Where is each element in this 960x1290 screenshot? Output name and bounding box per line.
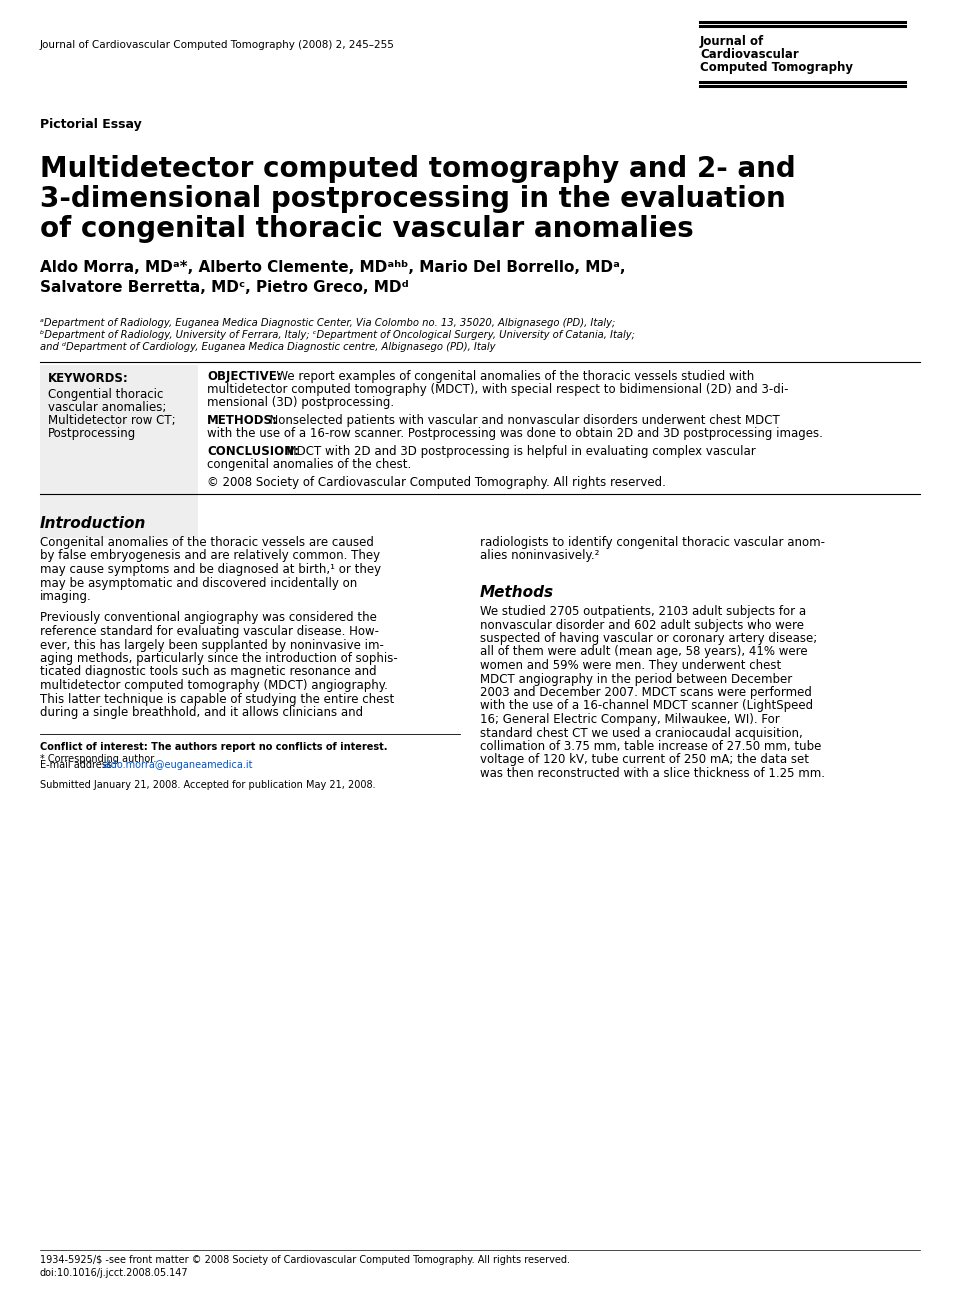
Text: Nonselected patients with vascular and nonvascular disorders underwent chest MDC: Nonselected patients with vascular and n… [262, 414, 780, 427]
Text: METHODS:: METHODS: [207, 414, 277, 427]
Text: voltage of 120 kV, tube current of 250 mA; the data set: voltage of 120 kV, tube current of 250 m… [480, 753, 809, 766]
Text: * Corresponding author.: * Corresponding author. [40, 755, 156, 765]
Text: Submitted January 21, 2008. Accepted for publication May 21, 2008.: Submitted January 21, 2008. Accepted for… [40, 780, 375, 791]
Text: © 2008 Society of Cardiovascular Computed Tomography. All rights reserved.: © 2008 Society of Cardiovascular Compute… [207, 476, 666, 489]
Text: mensional (3D) postprocessing.: mensional (3D) postprocessing. [207, 396, 395, 409]
Text: ticated diagnostic tools such as magnetic resonance and: ticated diagnostic tools such as magneti… [40, 666, 376, 679]
Text: multidetector computed tomography (MDCT), with special respect to bidimensional : multidetector computed tomography (MDCT)… [207, 383, 788, 396]
Text: Introduction: Introduction [40, 516, 146, 531]
Text: KEYWORDS:: KEYWORDS: [48, 372, 129, 384]
Text: Journal of Cardiovascular Computed Tomography (2008) 2, 245–255: Journal of Cardiovascular Computed Tomog… [40, 40, 395, 50]
Text: 1934-5925/$ -see front matter © 2008 Society of Cardiovascular Computed Tomograp: 1934-5925/$ -see front matter © 2008 Soc… [40, 1255, 570, 1265]
Text: MDCT with 2D and 3D postprocessing is helpful in evaluating complex vascular: MDCT with 2D and 3D postprocessing is he… [279, 445, 756, 458]
Text: with the use of a 16-channel MDCT scanner (LightSpeed: with the use of a 16-channel MDCT scanne… [480, 699, 813, 712]
Text: Congenital anomalies of the thoracic vessels are caused: Congenital anomalies of the thoracic ves… [40, 537, 373, 550]
Text: radiologists to identify congenital thoracic vascular anom-: radiologists to identify congenital thor… [480, 537, 825, 550]
Text: Multidetector computed tomography and 2- and: Multidetector computed tomography and 2-… [40, 155, 796, 183]
Text: by false embryogenesis and are relatively common. They: by false embryogenesis and are relativel… [40, 550, 380, 562]
Text: Aldo Morra, MDᵃ*, Alberto Clemente, MDᵃʰᵇ, Mario Del Borrello, MDᵃ,: Aldo Morra, MDᵃ*, Alberto Clemente, MDᵃʰ… [40, 261, 626, 275]
Text: ᵃDepartment of Radiology, Euganea Medica Diagnostic Center, Via Colombo no. 13, : ᵃDepartment of Radiology, Euganea Medica… [40, 319, 615, 328]
Text: standard chest CT we used a craniocaudal acquisition,: standard chest CT we used a craniocaudal… [480, 726, 803, 739]
Text: We studied 2705 outpatients, 2103 adult subjects for a: We studied 2705 outpatients, 2103 adult … [480, 605, 806, 618]
Text: Methods: Methods [480, 584, 554, 600]
Text: collimation of 3.75 mm, table increase of 27.50 mm, tube: collimation of 3.75 mm, table increase o… [480, 740, 822, 753]
Text: was then reconstructed with a slice thickness of 1.25 mm.: was then reconstructed with a slice thic… [480, 768, 825, 780]
Text: 3-dimensional postprocessing in the evaluation: 3-dimensional postprocessing in the eval… [40, 184, 785, 213]
Bar [40, 365, 198, 538]
Text: during a single breathhold, and it allows clinicians and: during a single breathhold, and it allow… [40, 706, 363, 719]
Text: Postprocessing: Postprocessing [48, 427, 136, 440]
Text: of congenital thoracic vascular anomalies: of congenital thoracic vascular anomalie… [40, 215, 694, 243]
Text: and ᵈDepartment of Cardiology, Euganea Medica Diagnostic centre, Albignasego (PD: and ᵈDepartment of Cardiology, Euganea M… [40, 342, 495, 352]
Text: all of them were adult (mean age, 58 years), 41% were: all of them were adult (mean age, 58 yea… [480, 645, 807, 658]
Text: imaging.: imaging. [40, 590, 92, 602]
Text: This latter technique is capable of studying the entire chest: This latter technique is capable of stud… [40, 693, 395, 706]
Text: congenital anomalies of the chest.: congenital anomalies of the chest. [207, 458, 411, 471]
Text: women and 59% were men. They underwent chest: women and 59% were men. They underwent c… [480, 659, 781, 672]
Text: vascular anomalies;: vascular anomalies; [48, 401, 166, 414]
Text: MDCT angiography in the period between December: MDCT angiography in the period between D… [480, 672, 792, 685]
Text: reference standard for evaluating vascular disease. How-: reference standard for evaluating vascul… [40, 624, 379, 639]
Text: may be asymptomatic and discovered incidentally on: may be asymptomatic and discovered incid… [40, 577, 357, 590]
Text: 2003 and December 2007. MDCT scans were performed: 2003 and December 2007. MDCT scans were … [480, 686, 812, 699]
Text: Computed Tomography: Computed Tomography [700, 61, 853, 74]
Text: may cause symptoms and be diagnosed at birth,¹ or they: may cause symptoms and be diagnosed at b… [40, 562, 381, 577]
Text: Salvatore Berretta, MDᶜ, Pietro Greco, MDᵈ: Salvatore Berretta, MDᶜ, Pietro Greco, M… [40, 280, 409, 295]
Text: CONCLUSION:: CONCLUSION: [207, 445, 299, 458]
Text: ᵇDepartment of Radiology, University of Ferrara, Italy; ᶜDepartment of Oncologic: ᵇDepartment of Radiology, University of … [40, 330, 635, 341]
Text: Multidetector row CT;: Multidetector row CT; [48, 414, 176, 427]
Text: Journal of: Journal of [700, 35, 764, 48]
Text: suspected of having vascular or coronary artery disease;: suspected of having vascular or coronary… [480, 632, 817, 645]
Text: We report examples of congenital anomalies of the thoracic vessels studied with: We report examples of congenital anomali… [269, 370, 755, 383]
Text: Congential thoracic: Congential thoracic [48, 388, 163, 401]
Text: 16; General Electric Company, Milwaukee, WI). For: 16; General Electric Company, Milwaukee,… [480, 713, 780, 726]
Text: nonvascular disorder and 602 adult subjects who were: nonvascular disorder and 602 adult subje… [480, 618, 804, 632]
Text: doi:10.1016/j.jcct.2008.05.147: doi:10.1016/j.jcct.2008.05.147 [40, 1268, 188, 1278]
Text: multidetector computed tomography (MDCT) angiography.: multidetector computed tomography (MDCT)… [40, 679, 388, 691]
Text: Conflict of interest: The authors report no conflicts of interest.: Conflict of interest: The authors report… [40, 742, 388, 752]
Text: alies noninvasively.²: alies noninvasively.² [480, 550, 599, 562]
Text: OBJECTIVE:: OBJECTIVE: [207, 370, 281, 383]
Text: E-mail address:: E-mail address: [40, 760, 118, 770]
Text: ever, this has largely been supplanted by noninvasive im-: ever, this has largely been supplanted b… [40, 639, 384, 651]
Text: aldo.morra@euganeamedica.it: aldo.morra@euganeamedica.it [102, 760, 252, 770]
Text: with the use of a 16-row scanner. Postprocessing was done to obtain 2D and 3D po: with the use of a 16-row scanner. Postpr… [207, 427, 823, 440]
Text: aging methods, particularly since the introduction of sophis-: aging methods, particularly since the in… [40, 651, 397, 666]
Text: Pictorial Essay: Pictorial Essay [40, 117, 142, 132]
Text: Cardiovascular: Cardiovascular [700, 48, 799, 61]
Text: Previously conventional angiography was considered the: Previously conventional angiography was … [40, 611, 377, 624]
